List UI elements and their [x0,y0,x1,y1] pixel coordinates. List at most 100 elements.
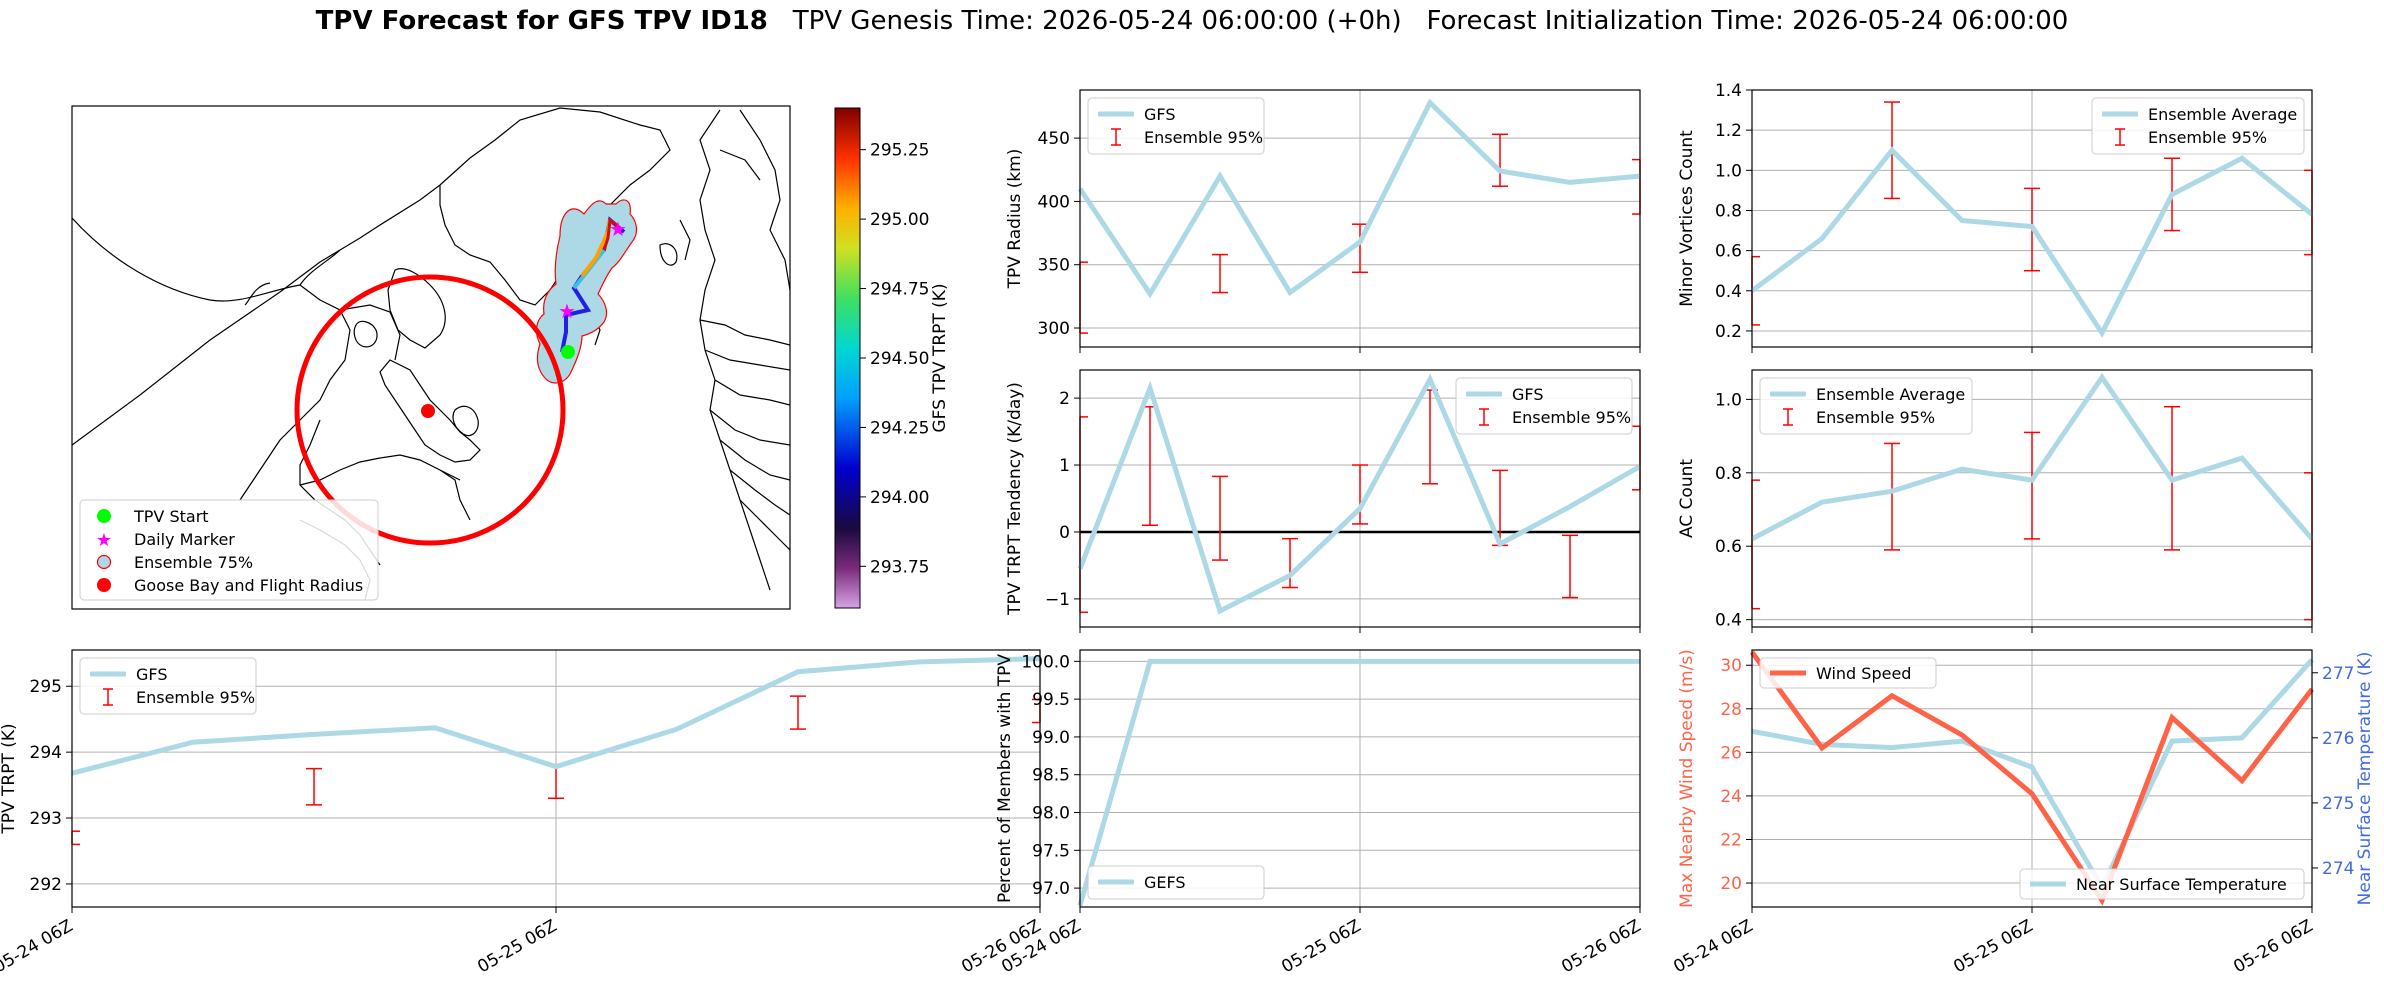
colorbar-label: GFS TPV TRPT (K) [930,283,950,432]
y-tick-label: 97.0 [1032,879,1070,899]
y-tick-label: 1.2 [1715,121,1742,141]
y-tick-label: 0.2 [1715,322,1742,342]
series-line [1077,373,1642,615]
y-axis-label: TPV Radius (km) [1005,149,1025,290]
chart-legend: Wind Speed Near Surface Temperature [1759,657,2305,900]
x-tick-label: 05-24 06Z [0,916,77,977]
legend-ensemble-icon [96,554,112,570]
y-tick-label: 0.4 [1715,611,1742,631]
x-tick-label: 05-25 06Z [1950,916,2036,977]
map-panel: ★ ★ TPV Start ★ Daily Marker Ensemble 75… [71,105,950,610]
legend-label: Near Surface Temperature [2076,875,2287,894]
y-tick-label: 0.8 [1715,464,1742,484]
right-axis-tick-label: 276 [2322,729,2354,749]
legend-label: TPV Start [133,507,209,526]
figure-title: TPV Forecast for GFS TPV ID18 TPV Genesi… [0,6,2384,36]
y-tick-label: 99.0 [1032,728,1070,748]
legend-start-icon [97,509,111,523]
y-axis-label: AC Count [1677,459,1697,538]
chart-wind_temp: 274 275 276 277 Near Surface Temperature (K)… [1670,649,2375,977]
legend-box [1087,865,1265,900]
chart-legend: GFS Ensemble 95% [1455,377,1633,435]
legend-label: GFS [1144,105,1175,124]
y-tick-label: 97.5 [1032,841,1070,861]
y-axis-label: TPV TRPT (K) [0,723,19,834]
legend-box [2019,868,2305,900]
tpv-track-hot [602,217,621,251]
y-tick-label: 30 [1720,656,1742,676]
series-line [71,656,1041,776]
ensemble-75-region [535,199,638,384]
x-tick-label: 05-26 06Z [1558,916,1644,977]
y-tick-label: 292 [30,875,62,895]
legend-label: Daily Marker [134,530,235,549]
colorbar-tick-label: 293.75 [870,557,929,577]
y-tick-label: 20 [1720,874,1742,894]
y-tick-label: 0.8 [1715,201,1742,221]
y-tick-label: −1 [1045,590,1070,610]
series-line [1077,98,1641,299]
tpv-start-marker [561,345,575,359]
legend-label: Ensemble 95% [1816,408,1935,427]
legend-star-icon: ★ [96,530,112,551]
colorbar-tick-label: 295.00 [870,210,929,230]
y-tick-label: 350 [1038,256,1070,276]
right-axis-tick-label: 275 [2322,794,2354,814]
y-tick-label: 1.0 [1715,161,1742,181]
series-line [1750,146,2314,338]
colorbar-tick-label: 294.25 [870,418,929,438]
chart-legend: GEFS [1087,865,1265,900]
legend-label: Ensemble 95% [2148,128,2267,147]
y-tick-label: 99.5 [1032,690,1070,710]
legend-label: Ensemble 95% [1144,128,1263,147]
y-tick-label: 1.4 [1715,81,1742,101]
y-axis-label: Percent of Members with TPV [995,654,1015,903]
right-axis-label: Near Surface Temperature (K) [2355,652,2375,906]
x-tick-label: 05-24 06Z [1670,916,1756,977]
series-line-temperature [1751,658,2314,893]
map-coastlines [72,107,790,601]
y-tick-label: 300 [1038,319,1070,339]
legend-label: Wind Speed [1816,664,1911,683]
y-tick-label: 26 [1720,743,1742,763]
legend-label: GEFS [1144,873,1186,892]
y-tick-label: 100.0 [1021,652,1070,672]
legend-box [2091,97,2305,155]
right-axis-tick-label: 274 [2322,859,2354,879]
title-init: Forecast Initialization Time: 2026-05-24… [1426,6,2069,36]
legend-box [1759,657,1937,689]
y-tick-label: 0.6 [1715,537,1742,557]
legend-label: Ensemble Average [1816,385,1965,404]
y-tick-label: 24 [1720,787,1742,807]
legend-goose-icon [97,578,111,592]
legend-label: GFS [136,665,167,684]
map-legend: TPV Start ★ Daily Marker Ensemble 75% Go… [79,499,379,601]
y-tick-label: 2 [1059,389,1070,409]
series-line-wind [1749,650,2314,906]
chart-tendency: −1 0 1 2 TPV TRPT Tendency (K/day) GFS Ensembl… [1005,369,1642,633]
y-tick-label: 293 [30,809,62,829]
chart-legend: Ensemble Average Ensemble 95% [1759,377,1973,435]
y-tick-label: 22 [1720,830,1742,850]
y-tick-label: 0.6 [1715,242,1742,262]
chart-radius: 300 350 400 450 TPV Radius (km) GFS Ensemble 9… [1005,89,1641,353]
chart-legend: Ensemble Average Ensemble 95% [2091,97,2305,155]
y-tick-label: 0.4 [1715,282,1742,302]
x-tick-label: 05-26 06Z [2230,916,2316,977]
legend-box [1759,377,1973,435]
y-tick-label: 294 [30,743,62,763]
goose-bay-marker [421,404,435,418]
goose-bay-flight-radius [294,274,566,546]
title-genesis: TPV Genesis Time: 2026-05-24 06:00:00 (+… [792,6,1402,36]
y-tick-label: 98.0 [1032,804,1070,824]
title-bold: TPV Forecast for GFS TPV ID18 [315,6,768,36]
right-axis-tick-label: 277 [2322,664,2354,684]
x-tick-label: 05-25 06Z [1278,916,1364,977]
y-tick-label: 1 [1059,456,1070,476]
y-tick-label: 98.5 [1032,766,1070,786]
legend-label: Ensemble 95% [1512,408,1631,427]
y-axis-label: Minor Vortices Count [1677,130,1697,307]
colorbar [834,107,861,609]
